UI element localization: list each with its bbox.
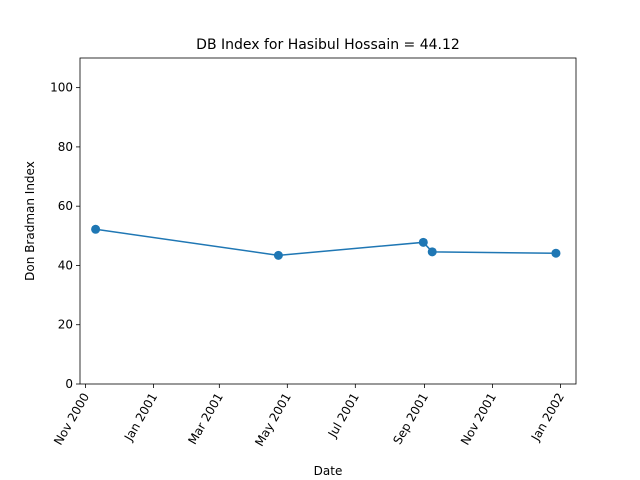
y-tick-label: 0 [65,377,73,391]
chart-title: DB Index for Hasibul Hossain = 44.12 [196,37,460,53]
x-tick-label: May 2001 [252,391,294,449]
x-tick-label: Jan 2002 [528,391,567,445]
x-tick-label: Jul 2001 [325,391,362,441]
data-point [427,247,437,257]
y-axis-ticks: 0 20 40 60 80 100 [50,81,80,391]
x-tick-label: Sep 2001 [390,391,431,447]
y-tick-label: 40 [58,258,73,272]
plot-area [80,58,576,384]
x-tick-label: Nov 2000 [51,391,92,448]
y-tick-label: 60 [58,199,73,213]
plot-frame [79,57,577,385]
data-point [551,248,561,258]
x-tick-label: Jan 2001 [121,391,160,445]
data-point [91,224,101,234]
x-axis-label: Date [314,464,343,478]
data-point [273,250,283,260]
x-axis-ticks: Nov 2000 Jan 2001 Mar 2001 May 2001 Jul 2001… [51,384,567,449]
data-point [418,237,428,247]
y-tick-label: 20 [58,318,73,332]
series-layer [91,224,561,260]
y-tick-label: 100 [50,81,73,95]
y-tick-label: 80 [58,140,73,154]
x-tick-label: Mar 2001 [185,391,226,447]
y-axis-label: Don Bradman Index [23,161,37,281]
x-tick-label: Nov 2001 [458,391,499,448]
